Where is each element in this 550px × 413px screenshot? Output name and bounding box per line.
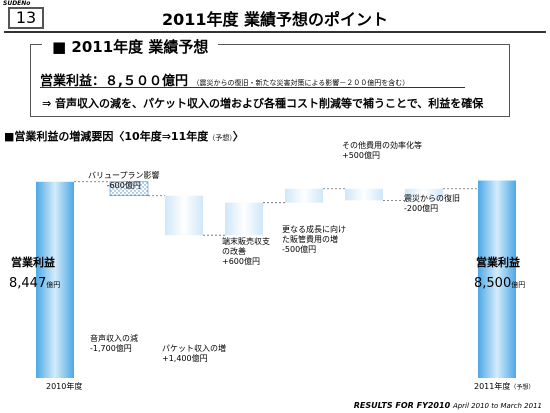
end-bar-label: 営業利益	[476, 256, 520, 269]
chart-title: ■営業利益の増減要因〈10年度⇒11年度（予想）〉	[4, 128, 244, 144]
brand-logo-text: SUDENo	[3, 0, 31, 7]
step-label-growth: 更なる成長に向けた販管費用の増 -500億円	[282, 225, 352, 255]
page-title: 2011年度 業績予想のポイント	[161, 10, 389, 29]
step-name-recovery: 震災からの復旧	[404, 194, 460, 203]
chart-title-small: （予想）	[208, 134, 233, 142]
step-name-voice: 音声収入の減	[90, 334, 138, 343]
start-category-label: 2010年度	[46, 382, 83, 391]
slide-number: 13	[8, 7, 44, 29]
operating-profit-line: 営業利益：８,５００億円 （震災からの復旧・新たな災害対策による影響－２００億円…	[40, 70, 409, 89]
step-name-value-plan: バリュープラン影響	[88, 171, 160, 180]
step-bar-1	[165, 195, 203, 236]
step-name-packet: パケット収入の増	[162, 344, 226, 353]
step-change-handset: +600億円	[222, 257, 260, 266]
chart-title-close: 〉	[232, 130, 244, 143]
end-category-label: 2011年度（予想）	[474, 382, 534, 393]
step-change-packet: +1,400億円	[162, 354, 208, 363]
operating-profit-note: （震災からの復旧・新たな災害対策による影響－２００億円を含む）	[192, 79, 410, 87]
forecast-summary: ⇒ 音声収入の減を、パケット収入の増および各種コスト削減等で補うことで、利益を確…	[42, 97, 484, 110]
step-bar-4	[345, 188, 383, 201]
forecast-point-box	[30, 44, 510, 117]
step-bar-2	[225, 202, 263, 236]
start-bar	[36, 181, 74, 378]
title-divider	[4, 31, 546, 33]
profit-underline	[40, 87, 465, 88]
start-bar-label: 営業利益	[11, 256, 55, 269]
end-bar-value: 8,500億円	[474, 276, 525, 291]
step-bar-3	[285, 188, 323, 203]
step-name-efficiency: その他費用の効率化等	[342, 141, 422, 150]
step-change-value-plan: -600億円	[106, 181, 141, 190]
step-change-voice: -1,700億円	[90, 344, 132, 353]
step-bar-5	[405, 188, 443, 201]
footer: RESULTS FOR FY2010 April 2010 to March 2…	[354, 401, 542, 410]
start-bar-value: 8,447億円	[9, 276, 60, 291]
step-change-recovery: -200億円	[404, 204, 439, 213]
end-category-note: （予想）	[510, 384, 535, 391]
end-value-unit: 億円	[511, 281, 526, 289]
step-label-recovery: 震災からの復旧 -200億円	[404, 194, 460, 214]
end-value-number: 8,500	[474, 276, 512, 291]
start-value-unit: 億円	[46, 281, 61, 289]
end-category-name: 2011年度	[474, 382, 511, 391]
forecast-heading: ■ 2011年度 業績予想	[42, 36, 219, 57]
footer-period: April 2010 to March 2011	[452, 402, 542, 410]
chart-title-main: ■営業利益の増減要因〈10年度⇒11年度	[4, 130, 209, 143]
step-label-packet: パケット収入の増 +1,400億円	[162, 344, 226, 364]
step-label-value-plan: バリュープラン影響 -600億円	[88, 171, 160, 191]
start-value-number: 8,447	[9, 276, 47, 291]
step-name-growth: 更なる成長に向けた販管費用の増	[282, 225, 346, 244]
operating-profit-label: 営業利益：８,５００億円	[40, 74, 188, 89]
step-change-efficiency: +500億円	[342, 151, 380, 160]
footer-title: RESULTS FOR FY2010	[353, 401, 451, 410]
step-change-growth: -500億円	[282, 245, 317, 254]
step-name-handset: 端末販売収支の改善	[222, 237, 270, 256]
step-label-efficiency: その他費用の効率化等 +500億円	[342, 141, 422, 161]
end-bar	[478, 180, 516, 378]
step-label-voice: 音声収入の減 -1,700億円	[90, 334, 138, 354]
step-label-handset: 端末販売収支の改善 +600億円	[222, 237, 282, 267]
step-bar-0	[109, 181, 149, 197]
